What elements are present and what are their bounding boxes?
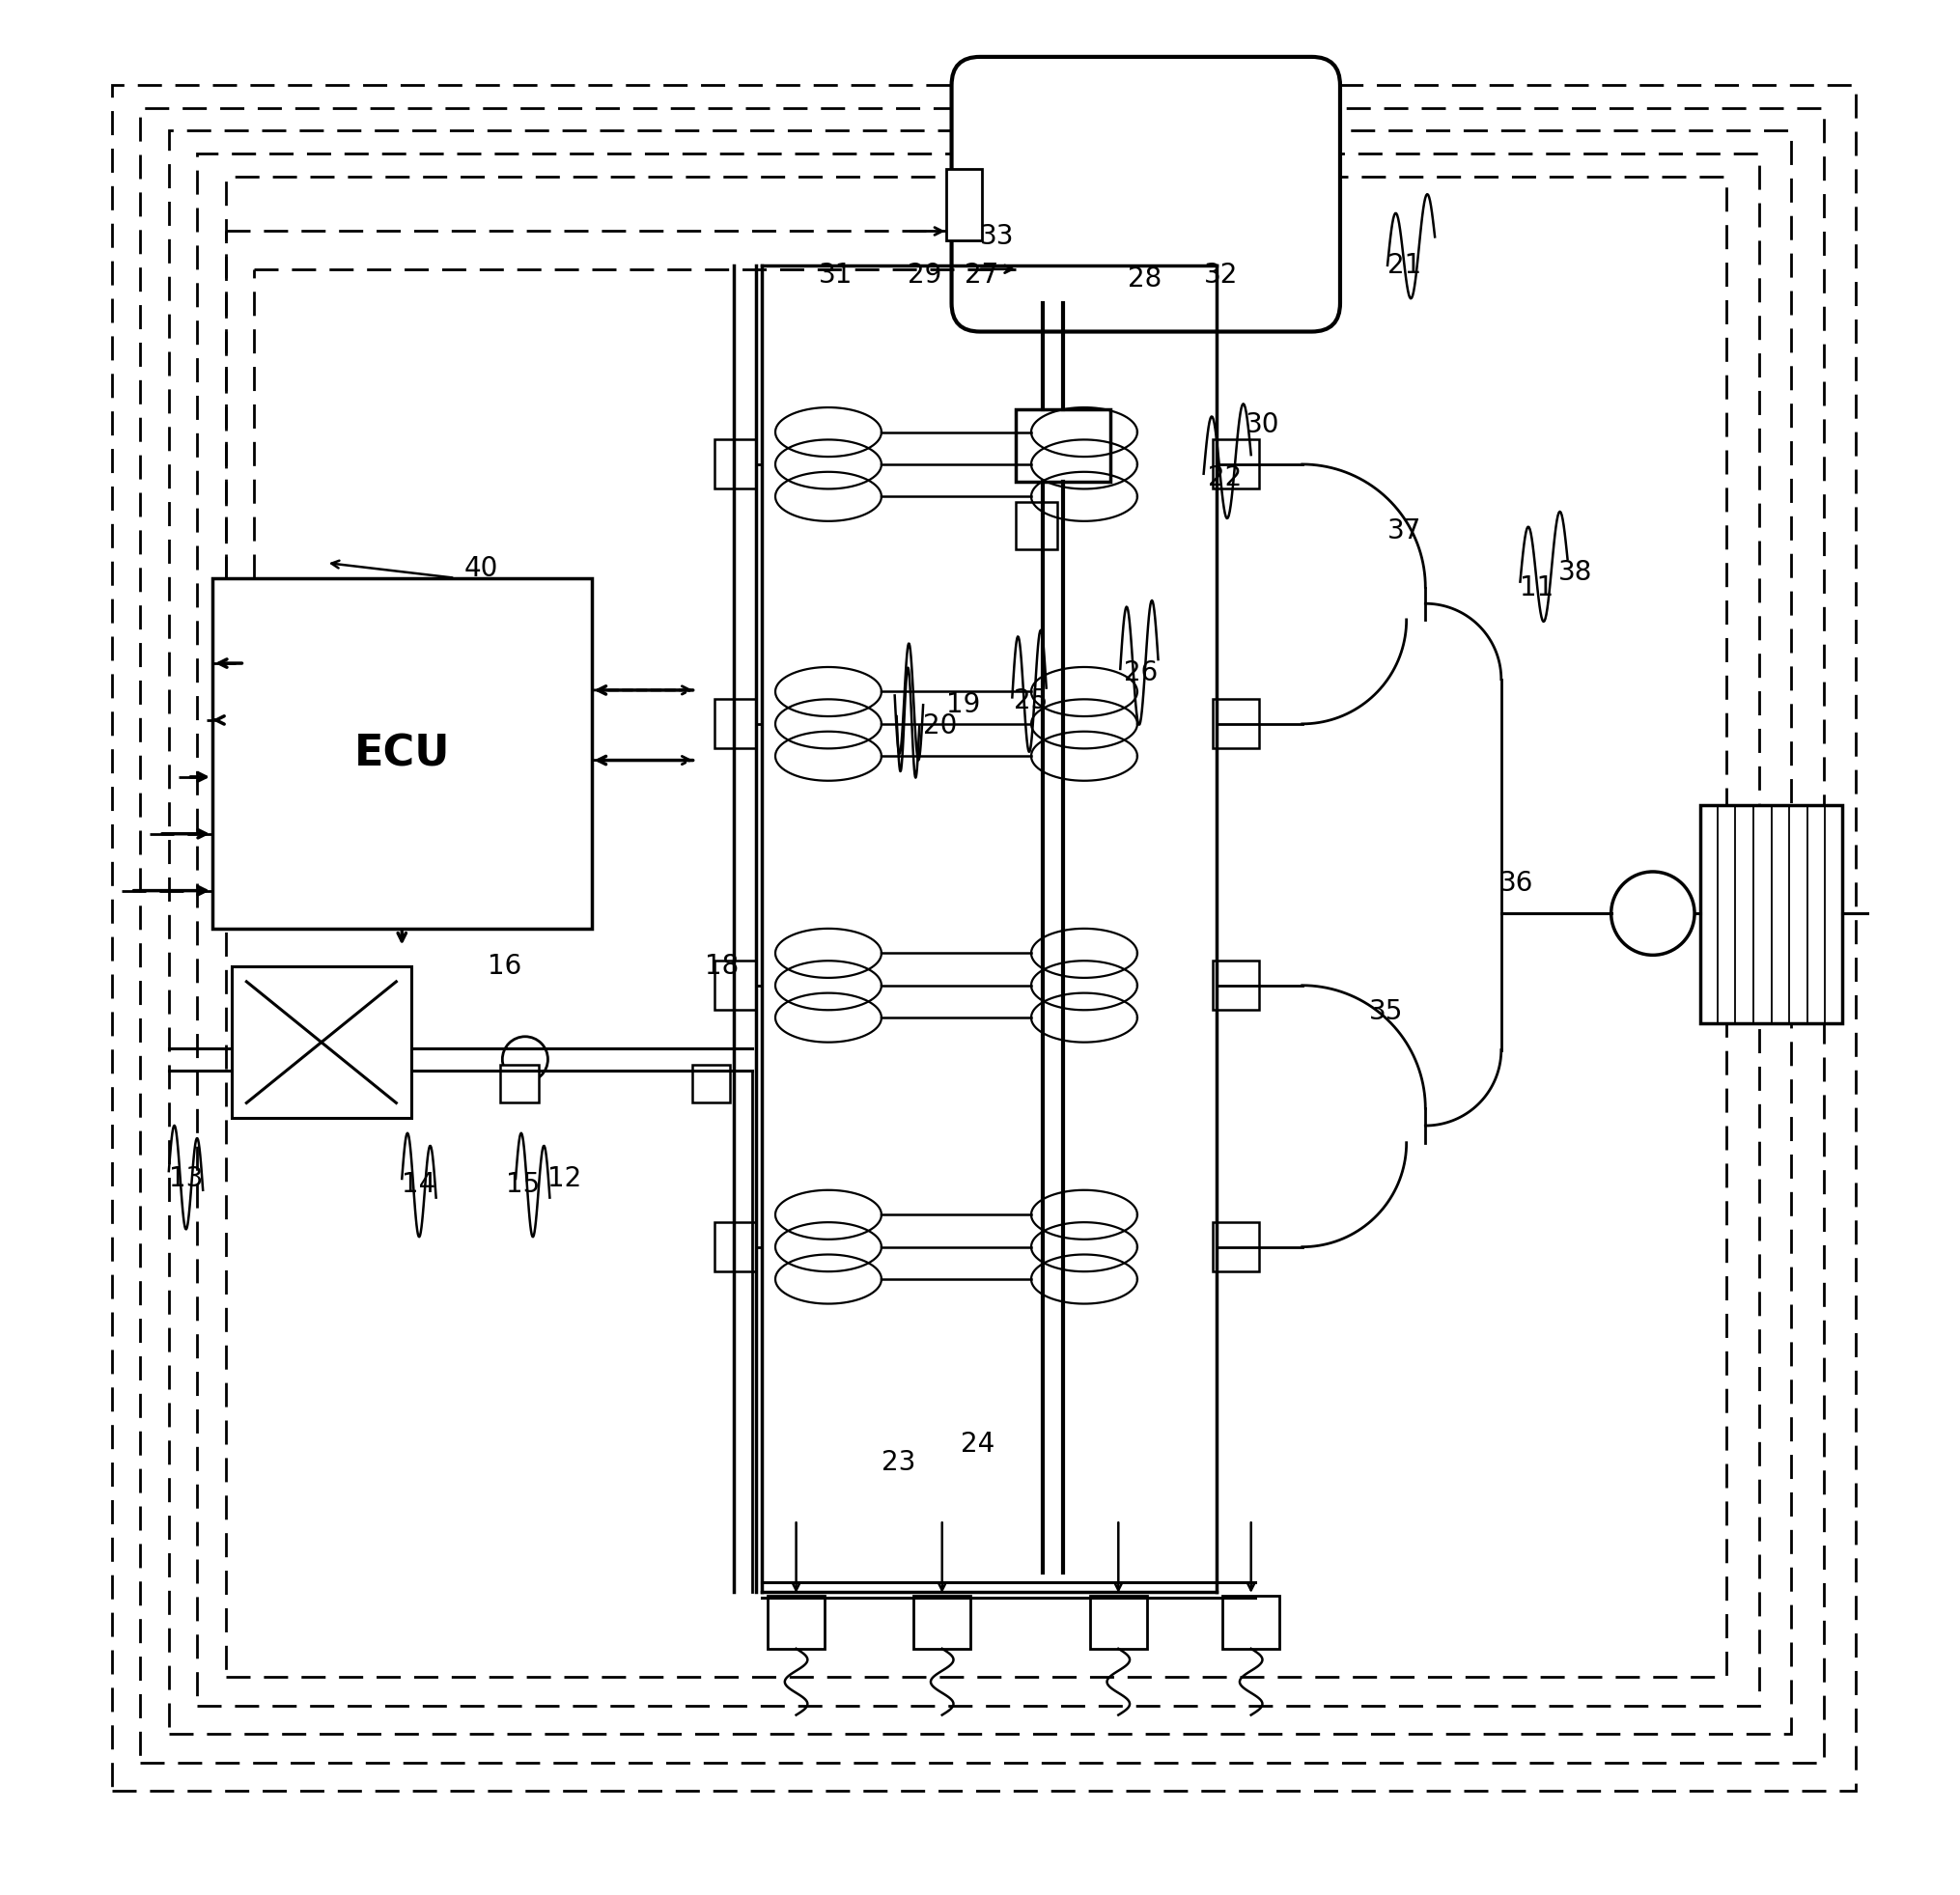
Bar [1223, 1596, 1280, 1649]
Text: 26: 26 [1123, 659, 1158, 686]
Bar [1213, 1222, 1258, 1272]
Text: 13: 13 [169, 1165, 204, 1192]
Bar [913, 1596, 970, 1649]
Text: 35: 35 [1368, 999, 1403, 1025]
Text: ECU: ECU [355, 733, 451, 775]
Text: 30: 30 [1245, 411, 1280, 438]
Bar [212, 578, 592, 929]
Text: 12: 12 [549, 1165, 582, 1192]
FancyBboxPatch shape [951, 57, 1341, 332]
Text: 24: 24 [960, 1431, 996, 1457]
Text: 11: 11 [1521, 574, 1554, 601]
Bar [947, 169, 982, 241]
Bar [715, 440, 757, 489]
Text: 14: 14 [402, 1171, 435, 1198]
Bar [768, 1596, 825, 1649]
Text: 15: 15 [506, 1171, 541, 1198]
Text: 16: 16 [488, 953, 521, 980]
Bar [169, 131, 1791, 1734]
Text: 28: 28 [1127, 265, 1162, 292]
Text: 38: 38 [1558, 559, 1592, 586]
Text: 22: 22 [1207, 464, 1241, 491]
Bar [500, 1065, 539, 1103]
Bar [1213, 440, 1258, 489]
Text: 18: 18 [706, 953, 739, 980]
Text: 32: 32 [1203, 262, 1239, 288]
Bar [1699, 805, 1842, 1023]
Bar [715, 961, 757, 1010]
Text: 31: 31 [819, 262, 853, 288]
Text: 40: 40 [465, 555, 498, 582]
Text: 33: 33 [980, 224, 1013, 250]
Text: 23: 23 [882, 1450, 915, 1476]
Bar [231, 966, 412, 1118]
Text: 29: 29 [907, 262, 943, 288]
Bar [225, 176, 1727, 1677]
Bar [198, 153, 1758, 1706]
Bar [141, 108, 1823, 1762]
Bar [715, 699, 757, 749]
Bar [1015, 409, 1111, 481]
Bar [715, 1222, 757, 1272]
Bar [1213, 699, 1258, 749]
Text: 20: 20 [923, 713, 956, 739]
Bar [1213, 961, 1258, 1010]
Text: 19: 19 [947, 692, 980, 718]
Bar [692, 1065, 729, 1103]
Text: 36: 36 [1499, 870, 1533, 896]
Text: 37: 37 [1388, 517, 1421, 544]
Bar [1090, 1596, 1147, 1649]
Text: 25: 25 [1013, 688, 1049, 714]
Bar [1015, 502, 1058, 550]
Text: 21: 21 [1388, 252, 1421, 279]
Text: 27: 27 [964, 262, 1000, 288]
